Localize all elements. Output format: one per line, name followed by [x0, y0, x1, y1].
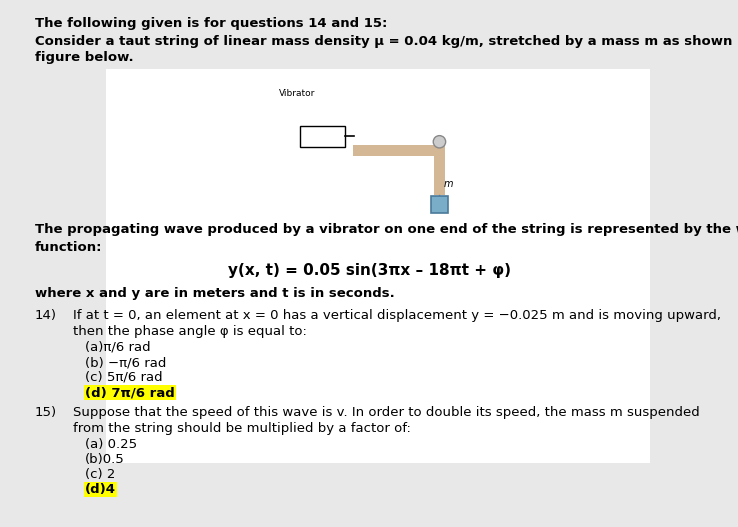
Bar	[431, 197, 448, 213]
Text: (d) 7π/6 rad: (d) 7π/6 rad	[85, 386, 175, 399]
Text: m: m	[444, 179, 452, 189]
Text: (b) −π/6 rad: (b) −π/6 rad	[85, 356, 166, 369]
Text: (a)π/6 rad: (a)π/6 rad	[85, 341, 151, 354]
Text: Vibrator: Vibrator	[279, 90, 315, 99]
Bar	[353, 145, 445, 155]
Text: If at t = 0, an element at x = 0 has a vertical displacement y = −0.025 m and is: If at t = 0, an element at x = 0 has a v…	[73, 309, 721, 322]
Text: function:: function:	[35, 241, 103, 254]
Text: (a) 0.25: (a) 0.25	[85, 438, 137, 451]
Text: figure below.: figure below.	[35, 51, 134, 64]
Text: (c) 5π/6 rad: (c) 5π/6 rad	[85, 371, 162, 384]
Text: Consider a taut string of linear mass density μ = 0.04 kg/m, stretched by a mass: Consider a taut string of linear mass de…	[35, 35, 738, 48]
Text: then the phase angle φ is equal to:: then the phase angle φ is equal to:	[73, 325, 307, 338]
Text: 15): 15)	[35, 406, 57, 419]
Text: (d)4: (d)4	[85, 483, 116, 496]
Text: (c) 2: (c) 2	[85, 468, 115, 481]
Text: y(x, t) = 0.05 sin(3πx – 18πt + φ): y(x, t) = 0.05 sin(3πx – 18πt + φ)	[227, 263, 511, 278]
Bar	[300, 125, 345, 147]
Text: where x and y are in meters and t is in seconds.: where x and y are in meters and t is in …	[35, 287, 395, 300]
Text: 14): 14)	[35, 309, 57, 322]
Text: (b)0.5: (b)0.5	[85, 453, 125, 466]
Bar	[434, 143, 445, 195]
Text: The propagating wave produced by a vibrator on one end of the string is represen: The propagating wave produced by a vibra…	[35, 223, 738, 236]
FancyBboxPatch shape	[106, 70, 650, 463]
Text: from the string should be multiplied by a factor of:: from the string should be multiplied by …	[73, 422, 411, 435]
Text: The following given is for questions 14 and 15:: The following given is for questions 14 …	[35, 17, 387, 30]
Circle shape	[433, 135, 446, 148]
Text: Suppose that the speed of this wave is v. In order to double its speed, the mass: Suppose that the speed of this wave is v…	[73, 406, 700, 419]
